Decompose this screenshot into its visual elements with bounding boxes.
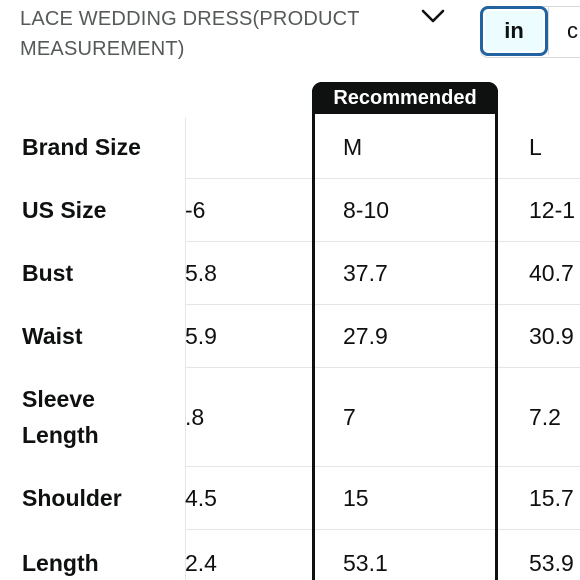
row-divider	[185, 466, 580, 467]
cell-us-size-l: 12-1	[529, 197, 576, 223]
cell-waist-l: 30.9	[529, 323, 574, 349]
cell-us-size-prev: -6	[185, 197, 206, 223]
row-divider	[185, 241, 580, 242]
row-divider	[185, 178, 580, 179]
row-label-brand-size: Brand Size	[22, 134, 141, 160]
cell-length-m: 53.1	[343, 550, 388, 576]
row-divider	[185, 367, 580, 368]
cell-brand-size-m: M	[343, 134, 363, 160]
row-divider	[185, 304, 580, 305]
cell-length-prev: 2.4	[185, 550, 217, 576]
cell-waist-prev: 5.9	[185, 323, 217, 349]
chevron-down-icon[interactable]	[418, 4, 448, 28]
cell-sleeve-length-m: 7	[343, 404, 356, 430]
size-chart-title: LACE WEDDING DRESS(PRODUCT MEASUREMENT)	[20, 8, 360, 60]
cell-sleeve-length-l: 7.2	[529, 404, 561, 430]
unit-cm-button[interactable]: c	[548, 7, 580, 55]
cell-us-size-m: 8-10	[343, 197, 390, 223]
row-label-length: Length	[22, 550, 99, 576]
row-divider	[185, 529, 580, 530]
row-label-shoulder: Shoulder	[22, 485, 122, 511]
cell-brand-size-l: L	[529, 134, 542, 160]
recommended-column-frame	[312, 82, 498, 580]
cell-bust-l: 40.7	[529, 260, 574, 286]
row-label-us-size: US Size	[22, 197, 107, 223]
row-label-bust: Bust	[22, 260, 74, 286]
unit-toggle: in c	[480, 6, 580, 58]
unit-inches-button[interactable]: in	[480, 6, 548, 56]
column-divider	[185, 118, 186, 580]
cell-bust-m: 37.7	[343, 260, 388, 286]
cell-sleeve-length-prev: .8	[185, 404, 205, 430]
cell-shoulder-prev: 4.5	[185, 485, 217, 511]
recommended-badge: Recommended	[312, 82, 498, 114]
cell-shoulder-m: 15	[343, 485, 369, 511]
row-label-waist: Waist	[22, 323, 83, 349]
cell-waist-m: 27.9	[343, 323, 388, 349]
cell-bust-prev: 5.8	[185, 260, 217, 286]
cell-length-l: 53.9	[529, 550, 574, 576]
row-label-sleeve-length: Sleeve Length	[22, 386, 99, 448]
cell-shoulder-l: 15.7	[529, 485, 574, 511]
